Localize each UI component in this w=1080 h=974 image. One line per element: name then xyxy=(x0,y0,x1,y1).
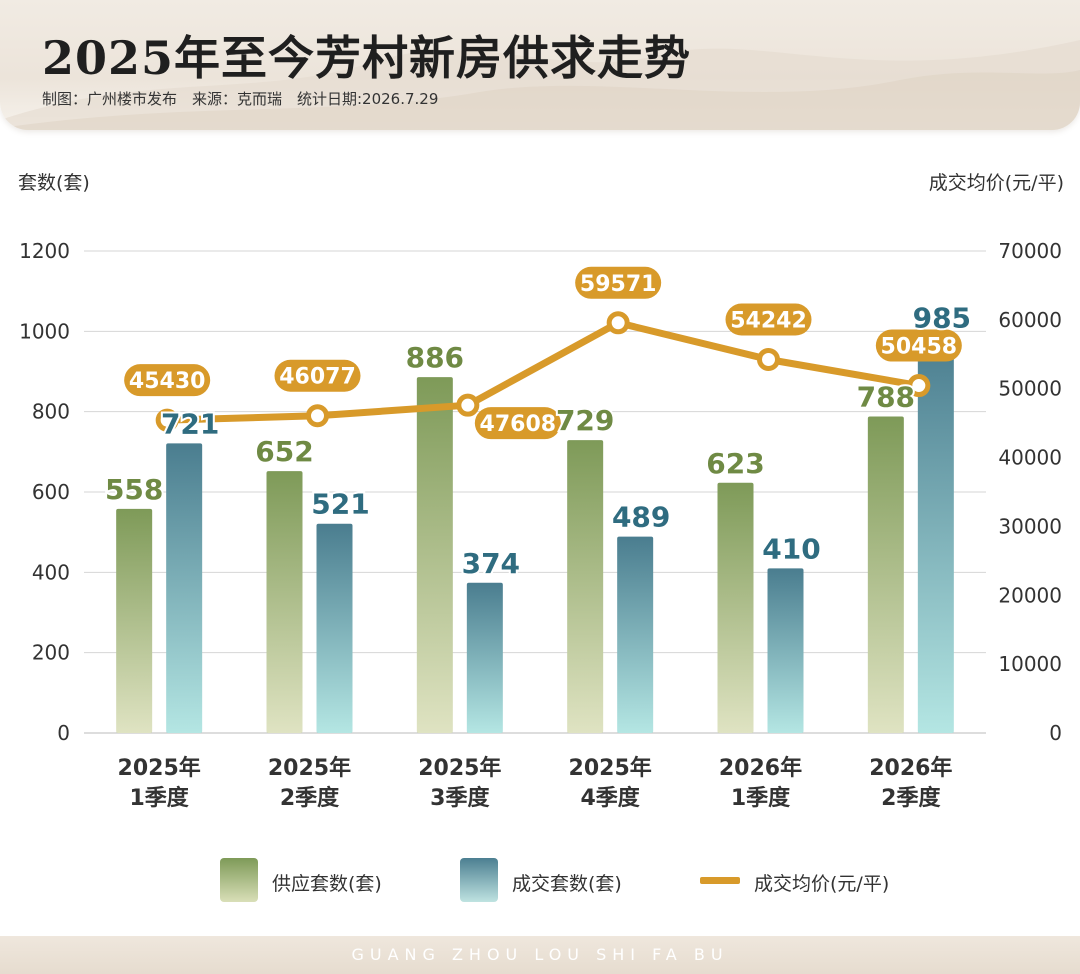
data-label-supply: 788 xyxy=(857,380,915,413)
data-label-supply: 886 xyxy=(406,341,464,374)
price-point xyxy=(456,393,480,417)
bar-supply xyxy=(567,440,604,733)
chart-canvas: 0 200 400 600 800 1000 1200 0 10000 20000 30000 400… xyxy=(19,239,1062,811)
price-point xyxy=(155,408,179,432)
x-tick-label: 1季度 xyxy=(731,785,791,811)
legend-label-supply: 供应套数(套) xyxy=(272,873,382,895)
y-left-tick-label: 200 xyxy=(32,641,70,665)
footer-banner: GUANG ZHOU LOU SHI FA BU xyxy=(0,936,1080,974)
price-label-pill xyxy=(875,329,962,362)
price-line xyxy=(163,319,923,424)
data-label-deal: 521 xyxy=(311,488,369,521)
x-tick-label: 1季度 xyxy=(130,785,190,811)
x-tick-label: 2季度 xyxy=(280,785,340,811)
data-label-price: 50458 xyxy=(881,335,958,360)
bar-supply xyxy=(717,482,754,733)
price-point xyxy=(757,348,780,372)
y-left-tick-label: 1000 xyxy=(19,319,70,343)
x-tick-label: 2026年 xyxy=(869,755,952,781)
y-right-tick-label: 0 xyxy=(1049,721,1062,745)
x-tick-label: 2025年 xyxy=(418,755,501,781)
legend-label-deal: 成交套数(套) xyxy=(512,873,622,895)
page-title: 2025年至今芳村新房供求走势 xyxy=(42,31,692,85)
bar-supply xyxy=(867,416,904,733)
right-axis-unit: 成交均价(元/平) xyxy=(928,172,1064,194)
price-label-pill xyxy=(725,303,812,336)
bar-supply xyxy=(266,471,303,733)
x-tick-label: 2025年 xyxy=(569,755,652,781)
y-right-tick-label: 50000 xyxy=(998,377,1062,401)
x-tick-label: 2026年 xyxy=(719,755,802,781)
price-point xyxy=(606,311,630,335)
y-right-tick-label: 70000 xyxy=(998,239,1062,263)
y-right-tick-label: 30000 xyxy=(998,514,1062,538)
bar-supply xyxy=(116,508,153,733)
bar-deal xyxy=(466,582,503,733)
header-banner: 2025年至今芳村新房供求走势 制图：广州楼市发布 来源：克而瑞 统计日期:20… xyxy=(0,0,1080,130)
price-label-pill xyxy=(274,359,361,392)
price-point xyxy=(306,404,329,428)
data-label-supply: 623 xyxy=(706,447,764,480)
data-label-price: 46077 xyxy=(279,365,356,390)
bar-deal xyxy=(767,568,804,733)
chart-legend: 供应套数(套) 成交套数(套) 成交均价(元/平) xyxy=(0,858,1080,908)
bar-deal xyxy=(917,337,954,733)
x-tick-label: 2025年 xyxy=(118,755,201,781)
data-label-deal: 410 xyxy=(762,532,820,565)
bar-supply xyxy=(416,377,453,733)
y-left-tick-label: 1200 xyxy=(19,239,70,263)
data-label-supply: 729 xyxy=(556,404,614,437)
data-label-price: 54242 xyxy=(730,309,807,334)
data-label-price: 59571 xyxy=(580,272,657,297)
bar-deal xyxy=(166,443,203,733)
mountain-decoration xyxy=(0,40,1080,130)
x-tick-label: 4季度 xyxy=(581,785,641,811)
page-subtitle: 制图：广州楼市发布 来源：克而瑞 统计日期:2026.7.29 xyxy=(42,90,439,108)
price-point xyxy=(907,374,931,398)
bar-deal xyxy=(617,536,654,733)
legend-swatch-deal xyxy=(460,858,498,902)
bar-deal xyxy=(316,523,353,733)
legend-swatch-supply xyxy=(220,858,258,902)
y-right-tick-label: 40000 xyxy=(998,446,1062,470)
y-left-tick-label: 0 xyxy=(57,721,70,745)
y-right-tick-label: 20000 xyxy=(998,583,1062,607)
data-label-supply: 652 xyxy=(255,435,313,468)
data-label-deal: 721 xyxy=(161,407,219,440)
data-label-deal: 985 xyxy=(913,301,971,334)
x-tick-label: 2025年 xyxy=(268,755,351,781)
price-label-pill xyxy=(575,266,662,299)
data-label-supply: 558 xyxy=(105,473,163,506)
legend-swatch-price xyxy=(700,877,740,884)
y-left-tick-label: 400 xyxy=(32,560,70,584)
data-label-deal: 374 xyxy=(462,547,520,580)
y-left-tick-label: 600 xyxy=(32,480,70,504)
price-label-pill xyxy=(474,407,561,440)
y-left-tick-label: 800 xyxy=(32,400,70,424)
data-label-price: 47608 xyxy=(480,412,557,437)
y-right-tick-label: 10000 xyxy=(998,652,1062,676)
x-tick-label: 3季度 xyxy=(430,785,490,811)
legend-label-price: 成交均价(元/平) xyxy=(754,873,890,895)
y-right-tick-label: 60000 xyxy=(998,308,1062,332)
price-label-pill xyxy=(124,364,211,397)
left-axis-unit: 套数(套) xyxy=(18,172,90,194)
x-tick-label: 2季度 xyxy=(881,785,941,811)
data-label-price: 45430 xyxy=(129,369,206,394)
data-label-deal: 489 xyxy=(612,501,670,534)
